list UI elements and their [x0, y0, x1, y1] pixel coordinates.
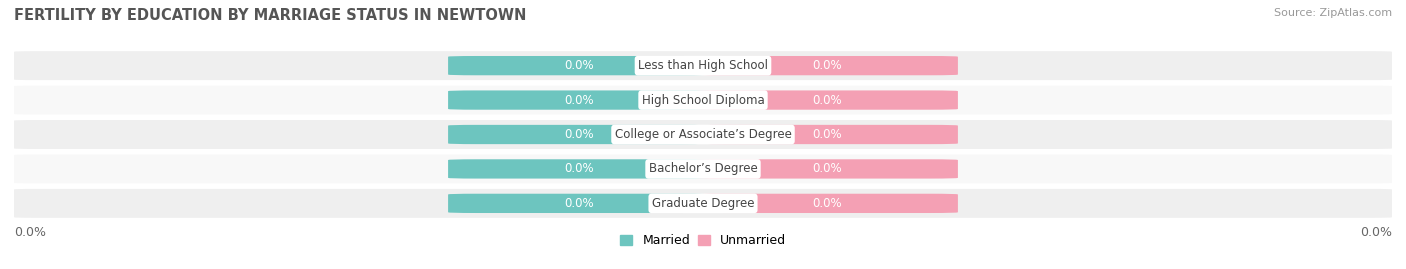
- Text: 0.0%: 0.0%: [1360, 226, 1392, 239]
- FancyBboxPatch shape: [449, 56, 710, 75]
- Text: 0.0%: 0.0%: [564, 128, 593, 141]
- FancyBboxPatch shape: [449, 194, 710, 213]
- FancyBboxPatch shape: [14, 120, 1392, 149]
- FancyBboxPatch shape: [696, 159, 957, 179]
- Text: 0.0%: 0.0%: [564, 59, 593, 72]
- Text: 0.0%: 0.0%: [14, 226, 46, 239]
- Text: 0.0%: 0.0%: [564, 162, 593, 175]
- FancyBboxPatch shape: [449, 90, 710, 110]
- Text: 0.0%: 0.0%: [564, 94, 593, 107]
- Text: College or Associate’s Degree: College or Associate’s Degree: [614, 128, 792, 141]
- FancyBboxPatch shape: [449, 159, 710, 179]
- FancyBboxPatch shape: [449, 125, 710, 144]
- FancyBboxPatch shape: [696, 90, 957, 110]
- Text: High School Diploma: High School Diploma: [641, 94, 765, 107]
- Text: 0.0%: 0.0%: [813, 59, 842, 72]
- Text: 0.0%: 0.0%: [813, 94, 842, 107]
- FancyBboxPatch shape: [696, 125, 957, 144]
- FancyBboxPatch shape: [14, 51, 1392, 80]
- Text: 0.0%: 0.0%: [813, 197, 842, 210]
- Text: 0.0%: 0.0%: [564, 197, 593, 210]
- Text: Graduate Degree: Graduate Degree: [652, 197, 754, 210]
- Text: FERTILITY BY EDUCATION BY MARRIAGE STATUS IN NEWTOWN: FERTILITY BY EDUCATION BY MARRIAGE STATU…: [14, 8, 526, 23]
- Text: 0.0%: 0.0%: [813, 162, 842, 175]
- Text: Less than High School: Less than High School: [638, 59, 768, 72]
- Legend: Married, Unmarried: Married, Unmarried: [614, 229, 792, 252]
- FancyBboxPatch shape: [14, 86, 1392, 115]
- FancyBboxPatch shape: [696, 56, 957, 75]
- Text: Source: ZipAtlas.com: Source: ZipAtlas.com: [1274, 8, 1392, 18]
- FancyBboxPatch shape: [14, 154, 1392, 183]
- Text: Bachelor’s Degree: Bachelor’s Degree: [648, 162, 758, 175]
- FancyBboxPatch shape: [14, 189, 1392, 218]
- Text: 0.0%: 0.0%: [813, 128, 842, 141]
- FancyBboxPatch shape: [696, 194, 957, 213]
